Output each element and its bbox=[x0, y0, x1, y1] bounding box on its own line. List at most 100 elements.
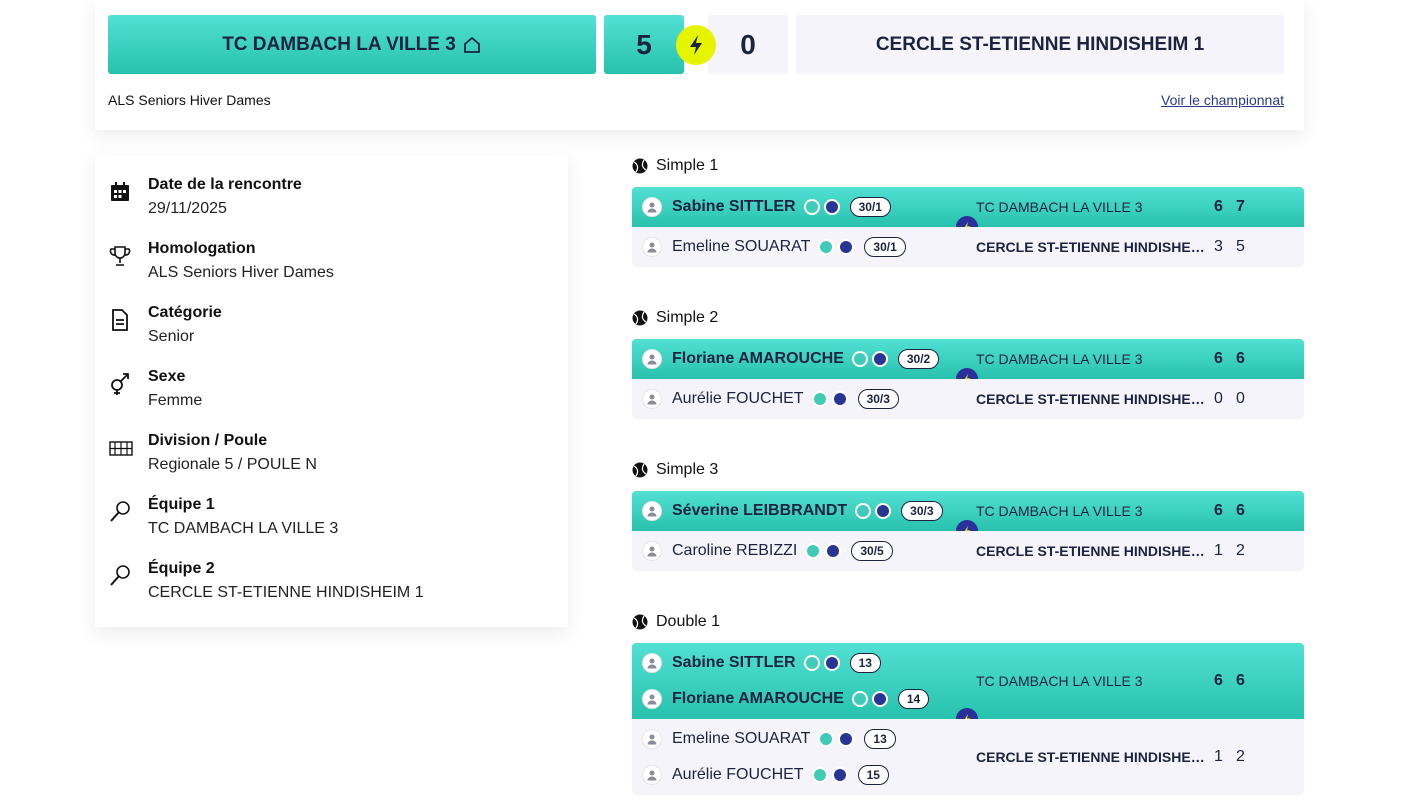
player: Floriane AMAROUCHE 30/2 bbox=[632, 341, 976, 377]
player: Caroline REBIZZI 30/5 bbox=[632, 533, 976, 569]
player: Sabine SITTLER 30/1 bbox=[632, 189, 976, 225]
avatar bbox=[642, 653, 662, 673]
ball-badge bbox=[811, 391, 828, 407]
player: Floriane AMAROUCHE 14 bbox=[632, 681, 976, 717]
home-team[interactable]: TC DAMBACH LA VILLE 3 bbox=[108, 15, 596, 74]
set-score: 1 bbox=[1214, 542, 1223, 559]
detail-value: Senior bbox=[148, 328, 195, 345]
detail-icon bbox=[109, 441, 133, 456]
player-name: Sabine SITTLER bbox=[672, 654, 796, 671]
ball-badge bbox=[811, 767, 828, 783]
player-name: Sabine SITTLER bbox=[672, 198, 796, 215]
ball-badge bbox=[805, 543, 822, 559]
detail-label: Sexe bbox=[148, 368, 186, 385]
eu-badge bbox=[825, 543, 842, 559]
set-score: 3 bbox=[1214, 238, 1223, 255]
eu-badge bbox=[838, 239, 855, 255]
ball-badge bbox=[803, 199, 820, 215]
ball-badge bbox=[818, 731, 835, 747]
player-rank: 30/1 bbox=[864, 237, 906, 257]
eu-badge bbox=[875, 503, 892, 519]
team-name: CERCLE ST-ETIENNE HINDISHEIM 1 bbox=[976, 721, 1208, 793]
set-score: 6 bbox=[1214, 198, 1223, 215]
player-rank: 15 bbox=[857, 765, 889, 785]
set-score: 2 bbox=[1236, 542, 1245, 559]
avatar bbox=[642, 541, 662, 561]
players: Emeline SOUARAT 13 Aurélie FOUCHET 15 bbox=[632, 721, 976, 793]
player: Emeline SOUARAT 13 bbox=[632, 721, 976, 757]
set-score: 6 bbox=[1214, 350, 1223, 367]
detail-icon bbox=[111, 373, 129, 395]
ball-badge bbox=[851, 691, 868, 707]
ball-badge bbox=[855, 503, 872, 519]
set-score: 5 bbox=[1236, 238, 1245, 255]
team-text: CERCLE ST-ETIENNE HINDISHEIM 1 bbox=[976, 543, 1208, 559]
detail-icon bbox=[110, 501, 130, 522]
away-team[interactable]: CERCLE ST-ETIENNE HINDISHEIM 1 bbox=[796, 15, 1284, 74]
player-rank: 13 bbox=[849, 653, 881, 673]
detail-value: CERCLE ST-ETIENNE HINDISHEIM 1 bbox=[148, 584, 424, 601]
player-rank: 30/3 bbox=[901, 501, 943, 521]
players: Emeline SOUARAT 30/1 bbox=[632, 229, 976, 265]
team-text: CERCLE ST-ETIENNE HINDISHEIM 1 bbox=[976, 239, 1208, 255]
detail-item: Sexe Femme bbox=[108, 368, 548, 418]
match-title-text: Simple 2 bbox=[656, 309, 719, 326]
detail-value: 29/11/2025 bbox=[148, 200, 227, 217]
detail-label: Homologation bbox=[148, 240, 256, 257]
player-name: Aurélie FOUCHET bbox=[672, 390, 804, 407]
match-title: Simple 2 bbox=[632, 307, 718, 329]
home-score: 5 bbox=[604, 15, 684, 74]
loser-row: Emeline SOUARAT 30/1 CERCLE ST-ETIENNE HIN… bbox=[632, 227, 1304, 267]
detail-label: Équipe 2 bbox=[148, 560, 215, 577]
detail-item: Catégorie Senior bbox=[108, 304, 548, 354]
live-badge bbox=[676, 25, 716, 65]
home-icon bbox=[463, 36, 480, 53]
match-title: Simple 3 bbox=[632, 459, 718, 481]
player-name: Floriane AMAROUCHE bbox=[672, 350, 844, 367]
avatar bbox=[642, 689, 662, 709]
team-text: TC DAMBACH LA VILLE 3 bbox=[976, 503, 1143, 519]
eu-badge bbox=[831, 767, 848, 783]
loser-row: Emeline SOUARAT 13 Aurélie FOUCHET 15 CERCLE… bbox=[632, 719, 1304, 795]
player-name: Séverine LEIBBRANDT bbox=[672, 502, 848, 519]
team-text: CERCLE ST-ETIENNE HINDISHEIM 1 bbox=[976, 391, 1208, 407]
set-score: 6 bbox=[1214, 502, 1223, 519]
home-team-name: TC DAMBACH LA VILLE 3 bbox=[222, 33, 456, 55]
player: Aurélie FOUCHET 30/3 bbox=[632, 381, 976, 417]
avatar bbox=[642, 765, 662, 785]
championship-link[interactable]: Voir le championnat bbox=[1161, 92, 1284, 108]
players: Caroline REBIZZI 30/5 bbox=[632, 533, 976, 569]
player-name: Emeline SOUARAT bbox=[672, 730, 811, 747]
player-rank: 14 bbox=[897, 689, 930, 709]
competition: ALS Seniors Hiver Dames bbox=[108, 92, 271, 108]
players: Sabine SITTLER 30/1 bbox=[632, 189, 976, 225]
players: Sabine SITTLER 13 Floriane AMAROUCHE 14 bbox=[632, 645, 976, 717]
team-text: TC DAMBACH LA VILLE 3 bbox=[976, 673, 1143, 689]
detail-label: Division / Poule bbox=[148, 432, 268, 449]
loser-row: Caroline REBIZZI 30/5 CERCLE ST-ETIENNE HI… bbox=[632, 531, 1304, 571]
set-score: 1 bbox=[1214, 748, 1223, 765]
set-score: 2 bbox=[1236, 748, 1245, 765]
details-card bbox=[95, 155, 568, 627]
detail-icon bbox=[110, 565, 130, 586]
player: Emeline SOUARAT 30/1 bbox=[632, 229, 976, 265]
player-name: Aurélie FOUCHET bbox=[672, 766, 804, 783]
winner-row: Sabine SITTLER 13 Floriane AMAROUCHE 14 TC D… bbox=[632, 643, 1304, 719]
avatar bbox=[642, 501, 662, 521]
set-score: 6 bbox=[1214, 672, 1223, 689]
player-rank: 30/3 bbox=[857, 389, 899, 409]
player-name: Caroline REBIZZI bbox=[672, 542, 798, 559]
avatar bbox=[642, 729, 662, 749]
detail-label: Date de la rencontre bbox=[148, 176, 302, 193]
detail-value: TC DAMBACH LA VILLE 3 bbox=[148, 520, 339, 537]
set-score: 0 bbox=[1236, 390, 1245, 407]
detail-item: Division / Poule Regionale 5 / POULE N bbox=[108, 432, 548, 482]
detail-icon bbox=[111, 182, 129, 201]
ball-badge bbox=[803, 655, 820, 671]
ball-badge bbox=[851, 351, 868, 367]
